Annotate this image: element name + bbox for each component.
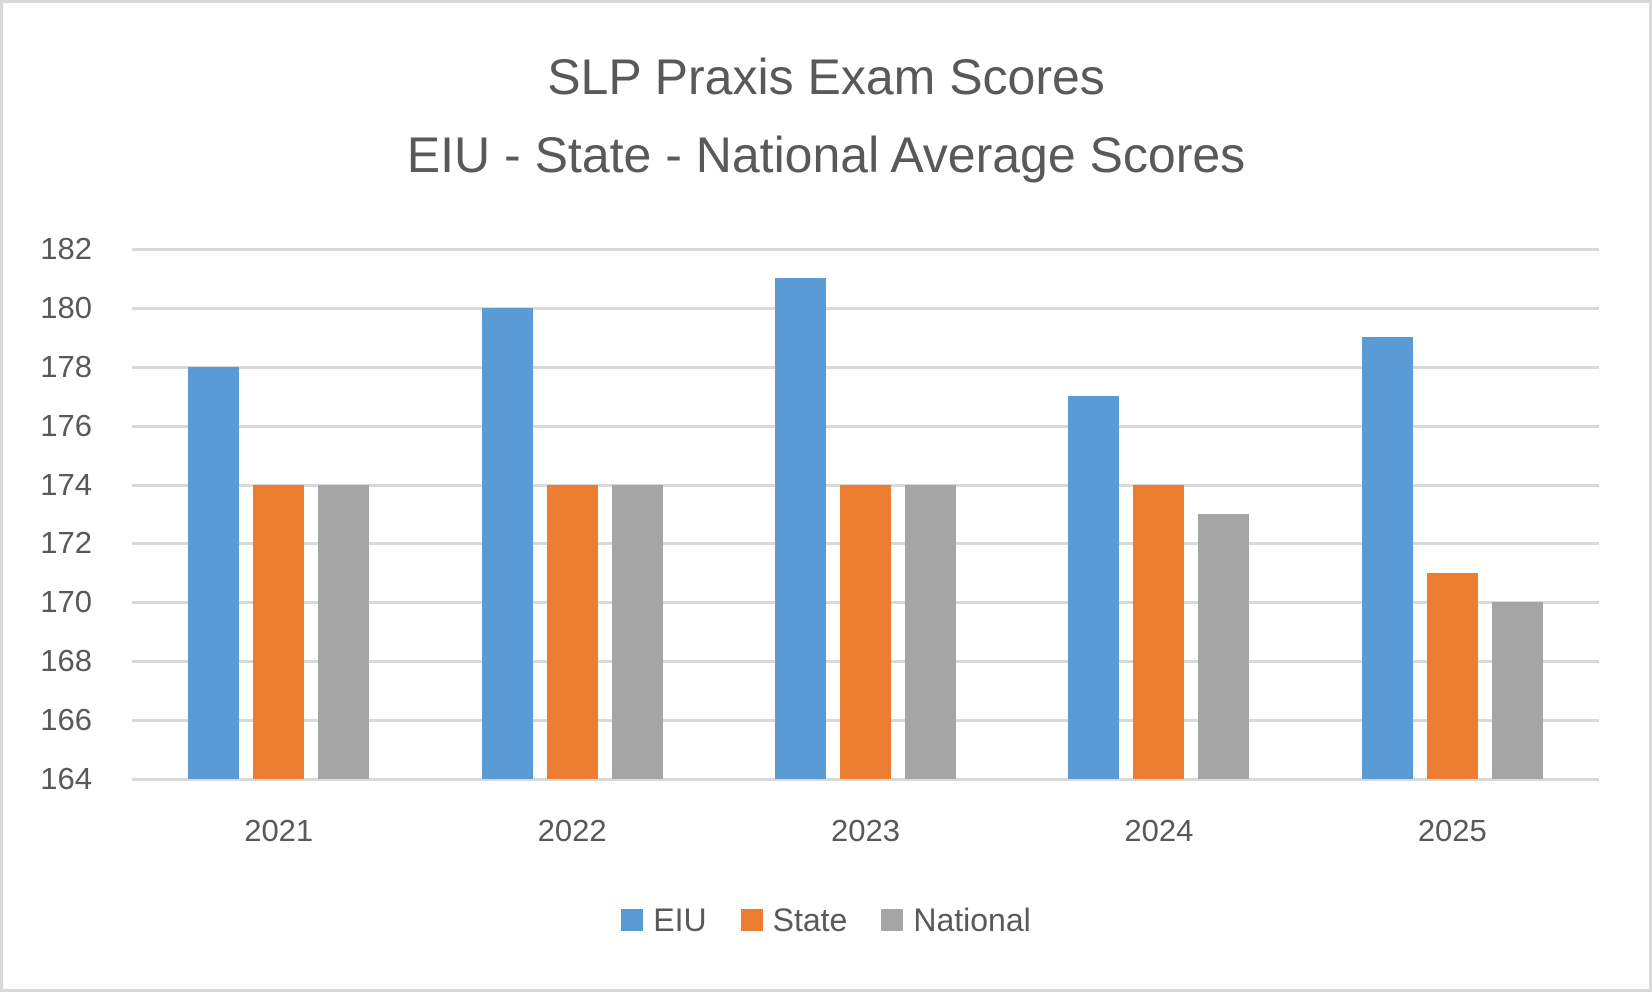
x-tick-label: 2025: [1417, 813, 1487, 848]
legend-swatch-icon: [881, 909, 904, 931]
x-tick-label: 2021: [244, 813, 314, 848]
bar-state-2025: [1426, 572, 1478, 779]
y-tick-label: 176: [40, 407, 92, 443]
y-tick-label: 170: [40, 584, 92, 620]
bar-national-2025: [1491, 602, 1543, 779]
legend-item-state: State: [740, 902, 848, 938]
chart-subtitle: EIU - State - National Average Scores: [406, 127, 1246, 183]
y-tick-label: 166: [40, 702, 92, 738]
bar-state-2022: [546, 484, 598, 779]
legend-label: State: [772, 902, 848, 938]
legend-label: EIU: [653, 902, 707, 938]
chart-title: SLP Praxis Exam Scores: [547, 49, 1105, 105]
legend-item-eiu: EIU: [621, 902, 707, 938]
gridline: [132, 424, 1599, 428]
bar-national-2022: [611, 484, 663, 779]
gridline: [132, 306, 1599, 310]
bar-state-2021: [253, 484, 305, 779]
legend-label: National: [913, 902, 1031, 938]
gridline: [132, 248, 1599, 251]
gridline: [132, 778, 1599, 781]
y-tick-label: 168: [40, 643, 92, 679]
x-tick-label: 2024: [1124, 813, 1194, 848]
legend-swatch-icon: [740, 909, 763, 931]
bar-state-2023: [840, 484, 891, 779]
bar-state-2024: [1133, 484, 1185, 779]
bar-eiu-2021: [188, 366, 240, 779]
bar-eiu-2022: [481, 307, 533, 779]
bar-eiu-2023: [775, 278, 826, 779]
x-tick-label: 2022: [537, 813, 607, 848]
y-tick-label: 178: [40, 348, 92, 384]
bar-eiu-2024: [1068, 396, 1120, 779]
bar-national-2023: [905, 484, 956, 779]
bar-national-2021: [318, 484, 370, 779]
y-tick-label: 180: [40, 289, 92, 325]
y-tick-label: 182: [40, 231, 92, 266]
x-tick-label: 2023: [831, 813, 900, 848]
legend-swatch-icon: [621, 909, 644, 931]
legend: EIU State National: [0, 904, 1652, 936]
gridline: [132, 365, 1599, 369]
y-tick-label: 172: [40, 525, 92, 561]
legend-item-national: National: [881, 902, 1031, 938]
y-tick-label: 174: [40, 466, 92, 502]
plot-area: [132, 248, 1599, 781]
y-tick-label: 164: [40, 761, 92, 796]
bar-eiu-2025: [1361, 337, 1413, 779]
bar-national-2024: [1198, 514, 1250, 779]
